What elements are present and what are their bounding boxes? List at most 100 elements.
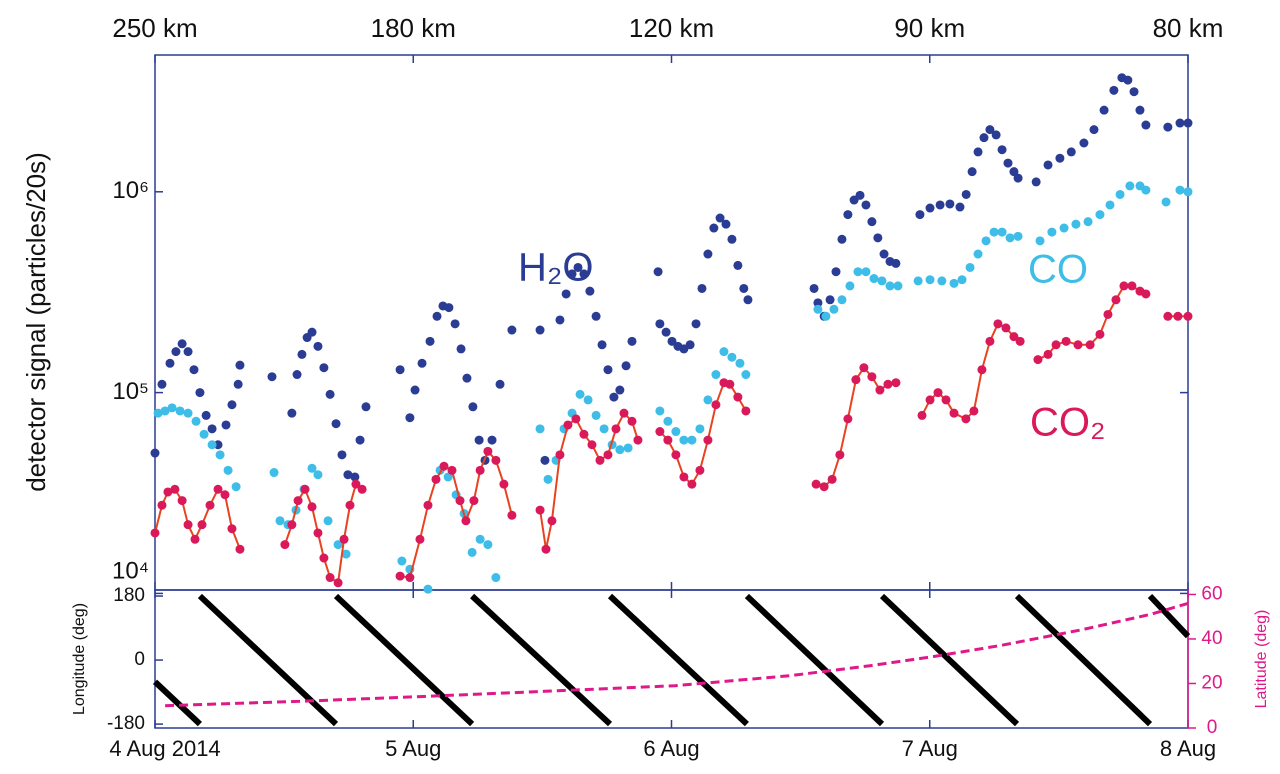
data-point — [621, 361, 631, 371]
y-tick-label: 10⁵ — [112, 378, 149, 405]
data-point — [727, 352, 737, 362]
data-point — [725, 379, 735, 389]
data-point — [292, 370, 302, 380]
data-point — [280, 540, 290, 550]
data-point — [843, 210, 853, 220]
data-point — [177, 496, 187, 506]
data-point — [997, 145, 1007, 155]
y2-tick-label: 40 — [1201, 628, 1222, 649]
data-point — [709, 223, 719, 233]
data-point — [937, 276, 947, 286]
data-point — [583, 395, 593, 405]
data-point — [1141, 185, 1151, 195]
data-point — [711, 370, 721, 380]
latitude-axis-label: Latitude (deg) — [1253, 610, 1270, 709]
data-point — [1115, 189, 1125, 199]
data-point — [703, 249, 713, 259]
data-point — [587, 440, 597, 450]
data-point — [997, 227, 1007, 237]
data-point — [444, 303, 454, 313]
data-point — [541, 544, 551, 554]
data-point — [355, 435, 365, 445]
data-point — [475, 465, 485, 475]
longitude-axis-label: Longitude (deg) — [71, 603, 88, 715]
data-point — [829, 304, 839, 314]
data-point — [439, 461, 449, 471]
data-point — [1009, 167, 1019, 177]
data-point — [1043, 160, 1053, 170]
data-point — [267, 372, 277, 382]
data-point — [319, 553, 329, 563]
y-axis-label: detector signal (particles/20s) — [21, 152, 51, 492]
data-point — [1079, 138, 1089, 148]
data-point — [423, 500, 433, 510]
data-point — [1175, 118, 1185, 128]
series-label: CO — [1028, 248, 1088, 292]
data-point — [821, 311, 831, 321]
data-point — [555, 450, 565, 460]
x-tick-label: 7 Aug — [902, 736, 958, 761]
data-point — [423, 584, 433, 594]
data-point — [721, 219, 731, 229]
data-point — [1031, 177, 1041, 187]
data-point — [547, 516, 557, 526]
data-point — [969, 406, 979, 416]
data-point — [150, 528, 160, 538]
data-point — [1085, 340, 1095, 350]
data-point — [487, 435, 497, 445]
data-point — [345, 500, 355, 510]
data-point — [615, 445, 625, 455]
data-point — [175, 406, 185, 416]
data-point — [627, 416, 637, 426]
data-point — [1033, 355, 1043, 365]
data-point — [853, 267, 863, 277]
data-point — [1083, 217, 1093, 227]
data-point — [1103, 309, 1113, 319]
data-point — [567, 269, 577, 279]
data-point — [667, 336, 677, 346]
data-point — [307, 463, 317, 473]
data-point — [183, 408, 193, 418]
data-point — [1043, 349, 1053, 359]
y-tick-label: 10⁴ — [112, 557, 149, 584]
longitude-line — [197, 593, 339, 727]
longitude-line — [470, 593, 613, 727]
data-point — [199, 429, 209, 439]
data-point — [571, 414, 581, 424]
data-point — [1105, 200, 1115, 210]
data-point — [223, 465, 233, 475]
data-point — [293, 496, 303, 506]
data-point — [591, 410, 601, 420]
data-point — [183, 520, 193, 530]
data-point — [213, 484, 223, 494]
data-point — [157, 379, 167, 389]
data-point — [1095, 329, 1105, 339]
data-point — [350, 472, 360, 482]
data-point — [307, 502, 317, 512]
data-point — [957, 275, 967, 285]
data-point — [679, 435, 689, 445]
series-label: H₂O — [518, 246, 594, 290]
data-point — [985, 336, 995, 346]
data-point — [671, 427, 681, 437]
data-point — [661, 327, 671, 337]
data-point — [491, 573, 501, 583]
data-point — [611, 424, 621, 434]
longitude-line — [607, 593, 749, 727]
top-axis-label: 80 km — [1153, 13, 1224, 43]
data-point — [811, 479, 821, 489]
data-point — [1059, 223, 1069, 233]
data-point — [1125, 181, 1135, 191]
data-point — [741, 406, 751, 416]
data-point — [733, 392, 743, 402]
data-point — [867, 217, 877, 227]
data-point — [703, 395, 713, 405]
series-line — [921, 322, 1021, 421]
data-point — [893, 281, 903, 291]
data-point — [287, 408, 297, 418]
data-point — [691, 319, 701, 329]
data-point — [475, 534, 485, 544]
data-point — [410, 385, 420, 395]
y-tick-label: 180 — [113, 585, 145, 606]
